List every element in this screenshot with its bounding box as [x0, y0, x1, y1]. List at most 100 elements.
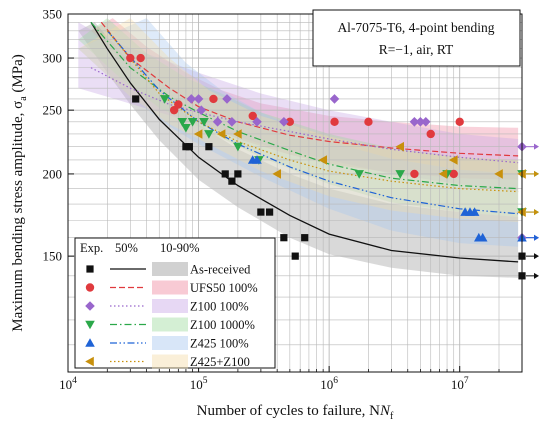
runout-arrowhead-z425-z100: [534, 209, 539, 216]
fit-z425-100: [106, 30, 519, 215]
fit-z425-z100: [106, 30, 519, 193]
point-z425-z100: [233, 129, 242, 139]
x-tick-label: 105: [190, 376, 208, 392]
point-z100-100: [279, 117, 289, 127]
legend: Exp. 50% 10-90% As-received UFS50 100% Z10…: [74, 237, 276, 369]
x-axis-title: Number of cycles to failure, NNf: [197, 403, 394, 422]
point-as-received: [280, 234, 288, 242]
legend-frame: [74, 237, 276, 369]
point-z425-z100: [448, 155, 458, 165]
point-z425-100: [469, 207, 480, 216]
band-ufs50-100: [91, 18, 519, 180]
info-line-1: Al-7075-T6, 4-point bending: [337, 20, 494, 35]
info-line-2: R=−1, air, RT: [379, 42, 454, 57]
point-z100-1000: [159, 95, 170, 104]
runout-arrowhead-z425-z100: [534, 170, 539, 177]
point-z100-100: [196, 105, 207, 115]
legend-marker-z100-100: [85, 301, 95, 311]
point-z100-100: [186, 94, 197, 104]
legend-band-z425-100: [152, 336, 188, 350]
runout-arrowhead-z100-100: [534, 143, 539, 150]
info-box-frame: [312, 9, 521, 67]
point-z100-1000: [395, 170, 405, 179]
point-z425-z100: [494, 169, 503, 179]
legend-header-exp: Exp.: [80, 241, 103, 255]
point-z100-100: [212, 117, 223, 127]
runout-arrowhead-z425-100: [534, 234, 539, 241]
point-z100-100: [227, 117, 237, 127]
point-ufs50-100: [209, 94, 218, 104]
legend-marker-z425-100: [85, 338, 95, 347]
point-z100-100: [252, 117, 262, 127]
point-z100-100: [329, 94, 340, 104]
point-as-received: [132, 95, 140, 103]
y-tick-label: 250: [43, 103, 63, 118]
point-z100-1000: [354, 170, 364, 179]
legend-label-as-received: As-received: [190, 263, 251, 277]
x-tick-label: 107: [451, 376, 469, 392]
test-conditions-box: Al-7075-T6, 4-point bending R=−1, air, R…: [312, 9, 521, 67]
legend-header-1090: 10-90%: [160, 241, 200, 255]
legend-marker-z425-z100: [85, 356, 94, 367]
band-z425-z100: [78, 18, 519, 222]
legend-marker-z100-1000: [85, 320, 95, 330]
point-z100-1000: [204, 130, 214, 139]
point-ufs50-100: [364, 117, 373, 127]
point-z100-1000: [233, 142, 243, 152]
point-z100-1000: [187, 118, 198, 127]
legend-band-z100-100: [152, 299, 188, 313]
legend-label-z425-100: Z425 100%: [190, 337, 249, 351]
x-tick-label: 104: [59, 376, 77, 392]
point-as-received: [257, 208, 265, 216]
point-ufs50-100: [410, 169, 419, 179]
legend-marker-as-received: [86, 265, 94, 273]
point-as-received: [301, 234, 309, 242]
point-z100-1000: [181, 124, 191, 133]
legend-marker-ufs50-100: [85, 283, 95, 292]
legend-band-ufs50-100: [152, 280, 188, 295]
point-ufs50-100: [426, 129, 435, 139]
legend-band-z100-1000: [152, 317, 188, 332]
point-as-received: [185, 143, 193, 151]
point-z100-100: [415, 117, 426, 127]
point-ufs50-100: [136, 53, 145, 63]
legend-label-ufs50-100: UFS50 100%: [190, 281, 258, 295]
x-tick-label: 106: [320, 376, 338, 392]
point-ufs50-100: [126, 53, 135, 63]
point-z425-z100: [438, 169, 448, 179]
point-z100-100: [222, 94, 232, 104]
point-z425-z100: [193, 129, 203, 139]
legend-label-z100-100: Z100 100%: [190, 300, 249, 314]
point-z425-100: [252, 155, 262, 164]
axis-ticks: 104 105 106 107 150 200 250 300 350: [43, 7, 523, 392]
point-ufs50-100: [455, 117, 464, 127]
legend-label-z425-z100: Z425+Z100: [190, 355, 250, 369]
point-ufs50-100: [248, 111, 257, 121]
fit-curves: [90, 21, 519, 263]
y-axis-title: Maximum bending stress amplitude, σa (MP…: [10, 54, 29, 332]
point-as-received: [291, 252, 299, 260]
fit-z100-1000: [90, 21, 519, 190]
point-ufs50-100: [285, 117, 295, 127]
point-as-received: [221, 170, 229, 178]
plot-frame: [67, 13, 523, 373]
band-z425-100: [78, 18, 519, 247]
fit-as-received: [90, 21, 519, 263]
point-z100-100: [421, 117, 431, 127]
band-as-received: [78, 22, 519, 278]
point-z100-100: [409, 117, 420, 127]
point-z425-z100: [318, 155, 327, 165]
band-z100-1000: [78, 18, 519, 217]
point-as-received: [205, 143, 213, 151]
point-ufs50-100: [174, 100, 183, 109]
point-ufs50-100: [330, 117, 339, 127]
point-z425-100: [477, 232, 488, 242]
point-as-received: [234, 170, 242, 178]
point-z425-z100: [395, 141, 404, 152]
point-as-received: [266, 208, 274, 216]
point-ufs50-100: [449, 169, 458, 179]
legend-band-z425-z100: [152, 354, 188, 369]
runout-arrowhead-as-received: [534, 253, 539, 260]
legend-band-as-received: [152, 262, 188, 276]
